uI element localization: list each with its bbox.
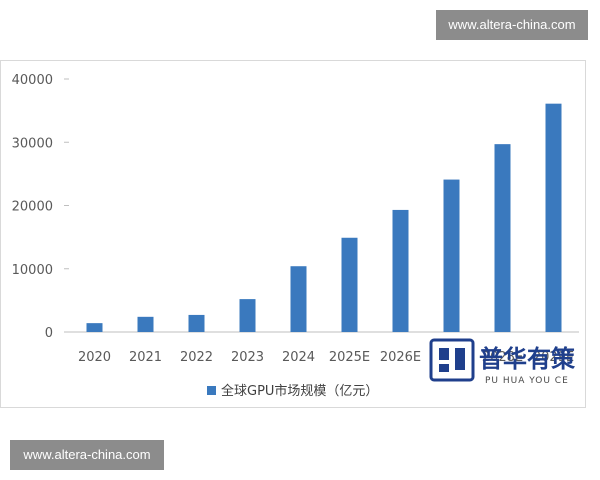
bar-2027E (443, 179, 460, 332)
y-tick-label-20000: 20000 (12, 200, 53, 215)
x-tick-label-2021: 2021 (129, 350, 162, 365)
watermark-top: www.altera-china.com (436, 10, 588, 40)
x-tick-label-2028E: 2028E (482, 350, 523, 365)
y-tick-label-0: 0 (45, 326, 53, 341)
legend-label: 全球GPU市场规模（亿元） (221, 383, 378, 399)
bar-2028E (494, 144, 511, 332)
bar-2029E (545, 103, 562, 332)
bar-2021 (137, 316, 154, 332)
x-tick-label-2029E: 2029E (533, 350, 574, 365)
publisher-logo: 普华有策 PU HUA YOU CE (429, 338, 576, 386)
x-tick-label-2024: 2024 (282, 350, 315, 365)
logo-name: 普华有策 (479, 345, 576, 373)
y-tick-label-30000: 30000 (12, 136, 53, 151)
bar-2024 (290, 266, 307, 332)
bar-2023 (239, 299, 256, 332)
y-tick-label-40000: 40000 (12, 73, 53, 88)
x-tick-label-2022: 2022 (180, 350, 213, 365)
logo-emblem (429, 338, 475, 382)
y-tick-label-10000: 10000 (12, 263, 53, 278)
x-tick-label-2025E: 2025E (329, 350, 370, 365)
watermark-bottom: www.altera-china.com (10, 440, 164, 470)
x-tick-label-2020: 2020 (78, 350, 111, 365)
bar-2025E (341, 237, 358, 332)
chart-frame: 0 10000 20000 30000 40000 2020 2021 2022 2023 202… (0, 60, 586, 408)
logo-emblem-mark (439, 348, 465, 372)
bar-2022 (188, 314, 205, 332)
x-tick-label-2023: 2023 (231, 350, 264, 365)
x-tick-label-2026E: 2026E (380, 350, 421, 365)
bar-chart: 0 10000 20000 30000 40000 2020 2021 2022 2023 202… (12, 73, 579, 399)
bar-2026E (392, 209, 409, 332)
logo-subtitle: PU HUA YOU CE (485, 376, 569, 386)
bar-2020 (86, 323, 103, 332)
legend-swatch (207, 386, 216, 395)
